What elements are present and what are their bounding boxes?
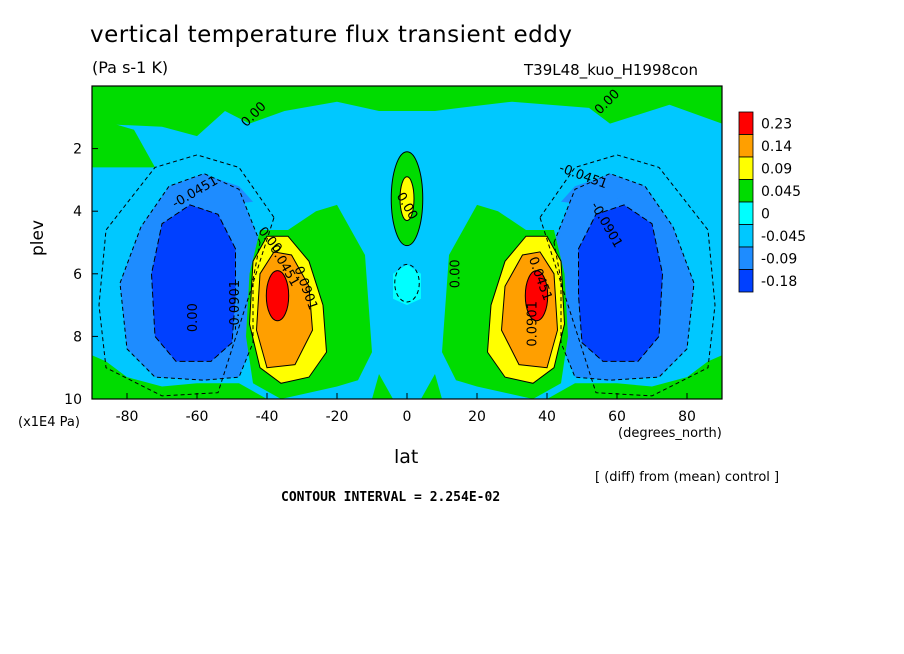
colorbar-label: 0.14 (761, 139, 792, 155)
x-tick-label: 20 (468, 409, 486, 425)
colorbar-label: 0.045 (761, 184, 801, 200)
contour-equatorial-negative (394, 263, 420, 303)
contour-negative-south (119, 173, 261, 381)
bottom-center-positive-a (372, 374, 393, 399)
y-tick-label: 4 (73, 204, 82, 220)
contour-positive-max-north (524, 270, 549, 322)
colorbar-label: 0 (761, 206, 770, 222)
x-tick-label: -60 (186, 409, 209, 425)
colorbar-swatch (738, 269, 754, 293)
y-tick-label: 2 (73, 142, 82, 158)
x-tick-label: -20 (326, 409, 349, 425)
contour-label: 0.00 (186, 303, 201, 332)
strong-negative-south (151, 204, 236, 362)
y-tick-label: 8 (73, 329, 82, 345)
x-tick-label: 60 (608, 409, 626, 425)
negative-upper-north (561, 176, 638, 205)
contour-negative-north (553, 173, 695, 381)
equatorial-core (400, 176, 414, 221)
x-tick-label: -40 (256, 409, 279, 425)
x-tick-label: 0 (403, 409, 412, 425)
x-axis-label: lat (394, 446, 419, 468)
x-axis-units: (degrees_north) (618, 426, 722, 441)
x-axis: -80 -60 -40 -20 0 20 40 60 80 (116, 393, 696, 425)
contour-interval: CONTOUR INTERVAL = 2.254E-02 (281, 490, 501, 505)
colorbar-swatch (738, 156, 754, 180)
colorbar-swatch (738, 134, 754, 158)
x-tick-label: -80 (116, 409, 139, 425)
contour-label: 0.00 (449, 259, 464, 288)
positive-max-north (525, 270, 548, 321)
contour-label: -0.0901 (228, 280, 243, 330)
colorbar-label: -0.09 (761, 251, 797, 267)
colorbar: 0.23 0.14 0.09 0.045 0 -0.045 -0.09 -0.18 (738, 111, 806, 293)
colorbar-label: 0.23 (761, 116, 792, 132)
colorbar-label: -0.045 (761, 229, 806, 245)
colorbar-label: 0.09 (761, 161, 792, 177)
contour-strong-negative-north (578, 204, 664, 362)
chart-title: vertical temperature flux transient eddy (90, 22, 573, 48)
contour-label: 0.0901 (526, 301, 541, 347)
colorbar-swatch (738, 111, 754, 135)
bottom-center-positive-b (421, 374, 442, 399)
bottom-left-positive (92, 355, 267, 399)
colorbar-swatch (738, 201, 754, 225)
y-axis: 2 4 6 8 10 (64, 142, 98, 408)
contour-positive-mid-north (486, 235, 566, 384)
contour-strong-negative-south (150, 204, 236, 362)
contour-outer-negative-north (539, 154, 716, 397)
colorbar-swatch (738, 224, 754, 248)
y-tick-label: 10 (64, 392, 82, 408)
strong-negative-north (578, 204, 663, 362)
run-label: T39L48_kuo_H1998con (524, 61, 698, 79)
contour-equatorial (390, 151, 424, 247)
x-tick-label: 40 (538, 409, 556, 425)
colorbar-label: -0.18 (761, 274, 797, 290)
left-upper-positive (92, 117, 155, 168)
y-axis-units: (x1E4 Pa) (18, 415, 80, 430)
contour-positive-mid-south (248, 235, 328, 384)
equatorial-negative-pocket (393, 264, 421, 306)
contour-positive-max-south (265, 270, 290, 322)
colorbar-swatch (738, 246, 754, 270)
negative-upper-south (176, 176, 253, 205)
contour-field (92, 86, 722, 399)
contour-lines (98, 151, 716, 397)
contour-equatorial-core (399, 176, 415, 222)
bottom-right-positive (547, 355, 722, 399)
top-positive-band (92, 86, 722, 137)
chart-units: (Pa s-1 K) (92, 58, 169, 77)
positive-max-south (266, 270, 289, 321)
contour-outer-negative-south (98, 154, 275, 397)
y-tick-label: 6 (73, 267, 82, 283)
contour-positive-high-north (500, 251, 559, 369)
x-tick-label: 80 (678, 409, 696, 425)
contour-positive-high-south (255, 251, 314, 369)
diff-note: [ (diff) from (mean) control ] (595, 470, 780, 485)
colorbar-swatch (738, 179, 754, 203)
